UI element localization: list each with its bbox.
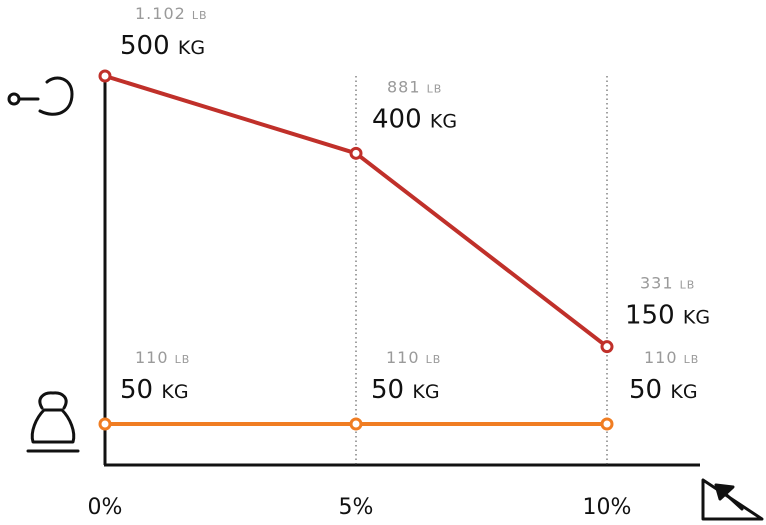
data-label-kg: 50 KG	[371, 375, 440, 405]
x-tick-label: 5%	[339, 495, 374, 520]
axes	[103, 76, 700, 467]
data-point	[98, 69, 112, 83]
tongue-weight-icon	[26, 391, 80, 453]
data-point	[600, 417, 614, 431]
data-label-kg: 50 KG	[629, 375, 698, 405]
kg-unit: KG	[161, 381, 188, 403]
series-layer	[98, 69, 614, 431]
data-label-lb: 110 LB	[386, 348, 441, 367]
lb-unit: LB	[192, 9, 208, 22]
x-tick-label: 10%	[583, 495, 632, 520]
x-tick-label: 0%	[88, 495, 123, 520]
kg-unit: KG	[412, 381, 439, 403]
kg-unit: KG	[178, 37, 205, 59]
data-label-lb: 1.102 LB	[135, 4, 208, 23]
tow-hook-icon	[7, 76, 74, 116]
data-label-lb: 881 LB	[387, 77, 442, 96]
gridlines	[355, 76, 608, 465]
incline-slope-icon	[701, 478, 764, 521]
data-label-kg: 150 KG	[625, 301, 710, 331]
data-point	[349, 417, 363, 431]
x-tick-labels: 0% 5% 10%	[88, 495, 632, 520]
lb-unit: LB	[427, 82, 443, 95]
lb-unit: LB	[175, 353, 191, 366]
data-label-kg: 400 KG	[372, 104, 457, 134]
data-point	[600, 340, 614, 354]
data-label-lb: 110 LB	[644, 348, 699, 367]
data-label-kg: 50 KG	[120, 375, 189, 405]
data-label-lb: 331 LB	[640, 274, 695, 293]
lb-unit: LB	[684, 353, 700, 366]
kg-unit: KG	[430, 110, 457, 132]
data-point	[98, 417, 112, 431]
lb-unit: LB	[680, 279, 696, 292]
data-label-kg: 500 KG	[120, 31, 205, 61]
lb-unit: LB	[426, 353, 442, 366]
data-point	[349, 146, 363, 160]
data-labels: 1.102 LB 500 KG 881 LB 400 KG 331 LB 150 KG 11…	[120, 4, 710, 405]
kg-unit: KG	[683, 307, 710, 329]
data-label-lb: 110 LB	[135, 348, 190, 367]
kg-unit: KG	[670, 381, 697, 403]
